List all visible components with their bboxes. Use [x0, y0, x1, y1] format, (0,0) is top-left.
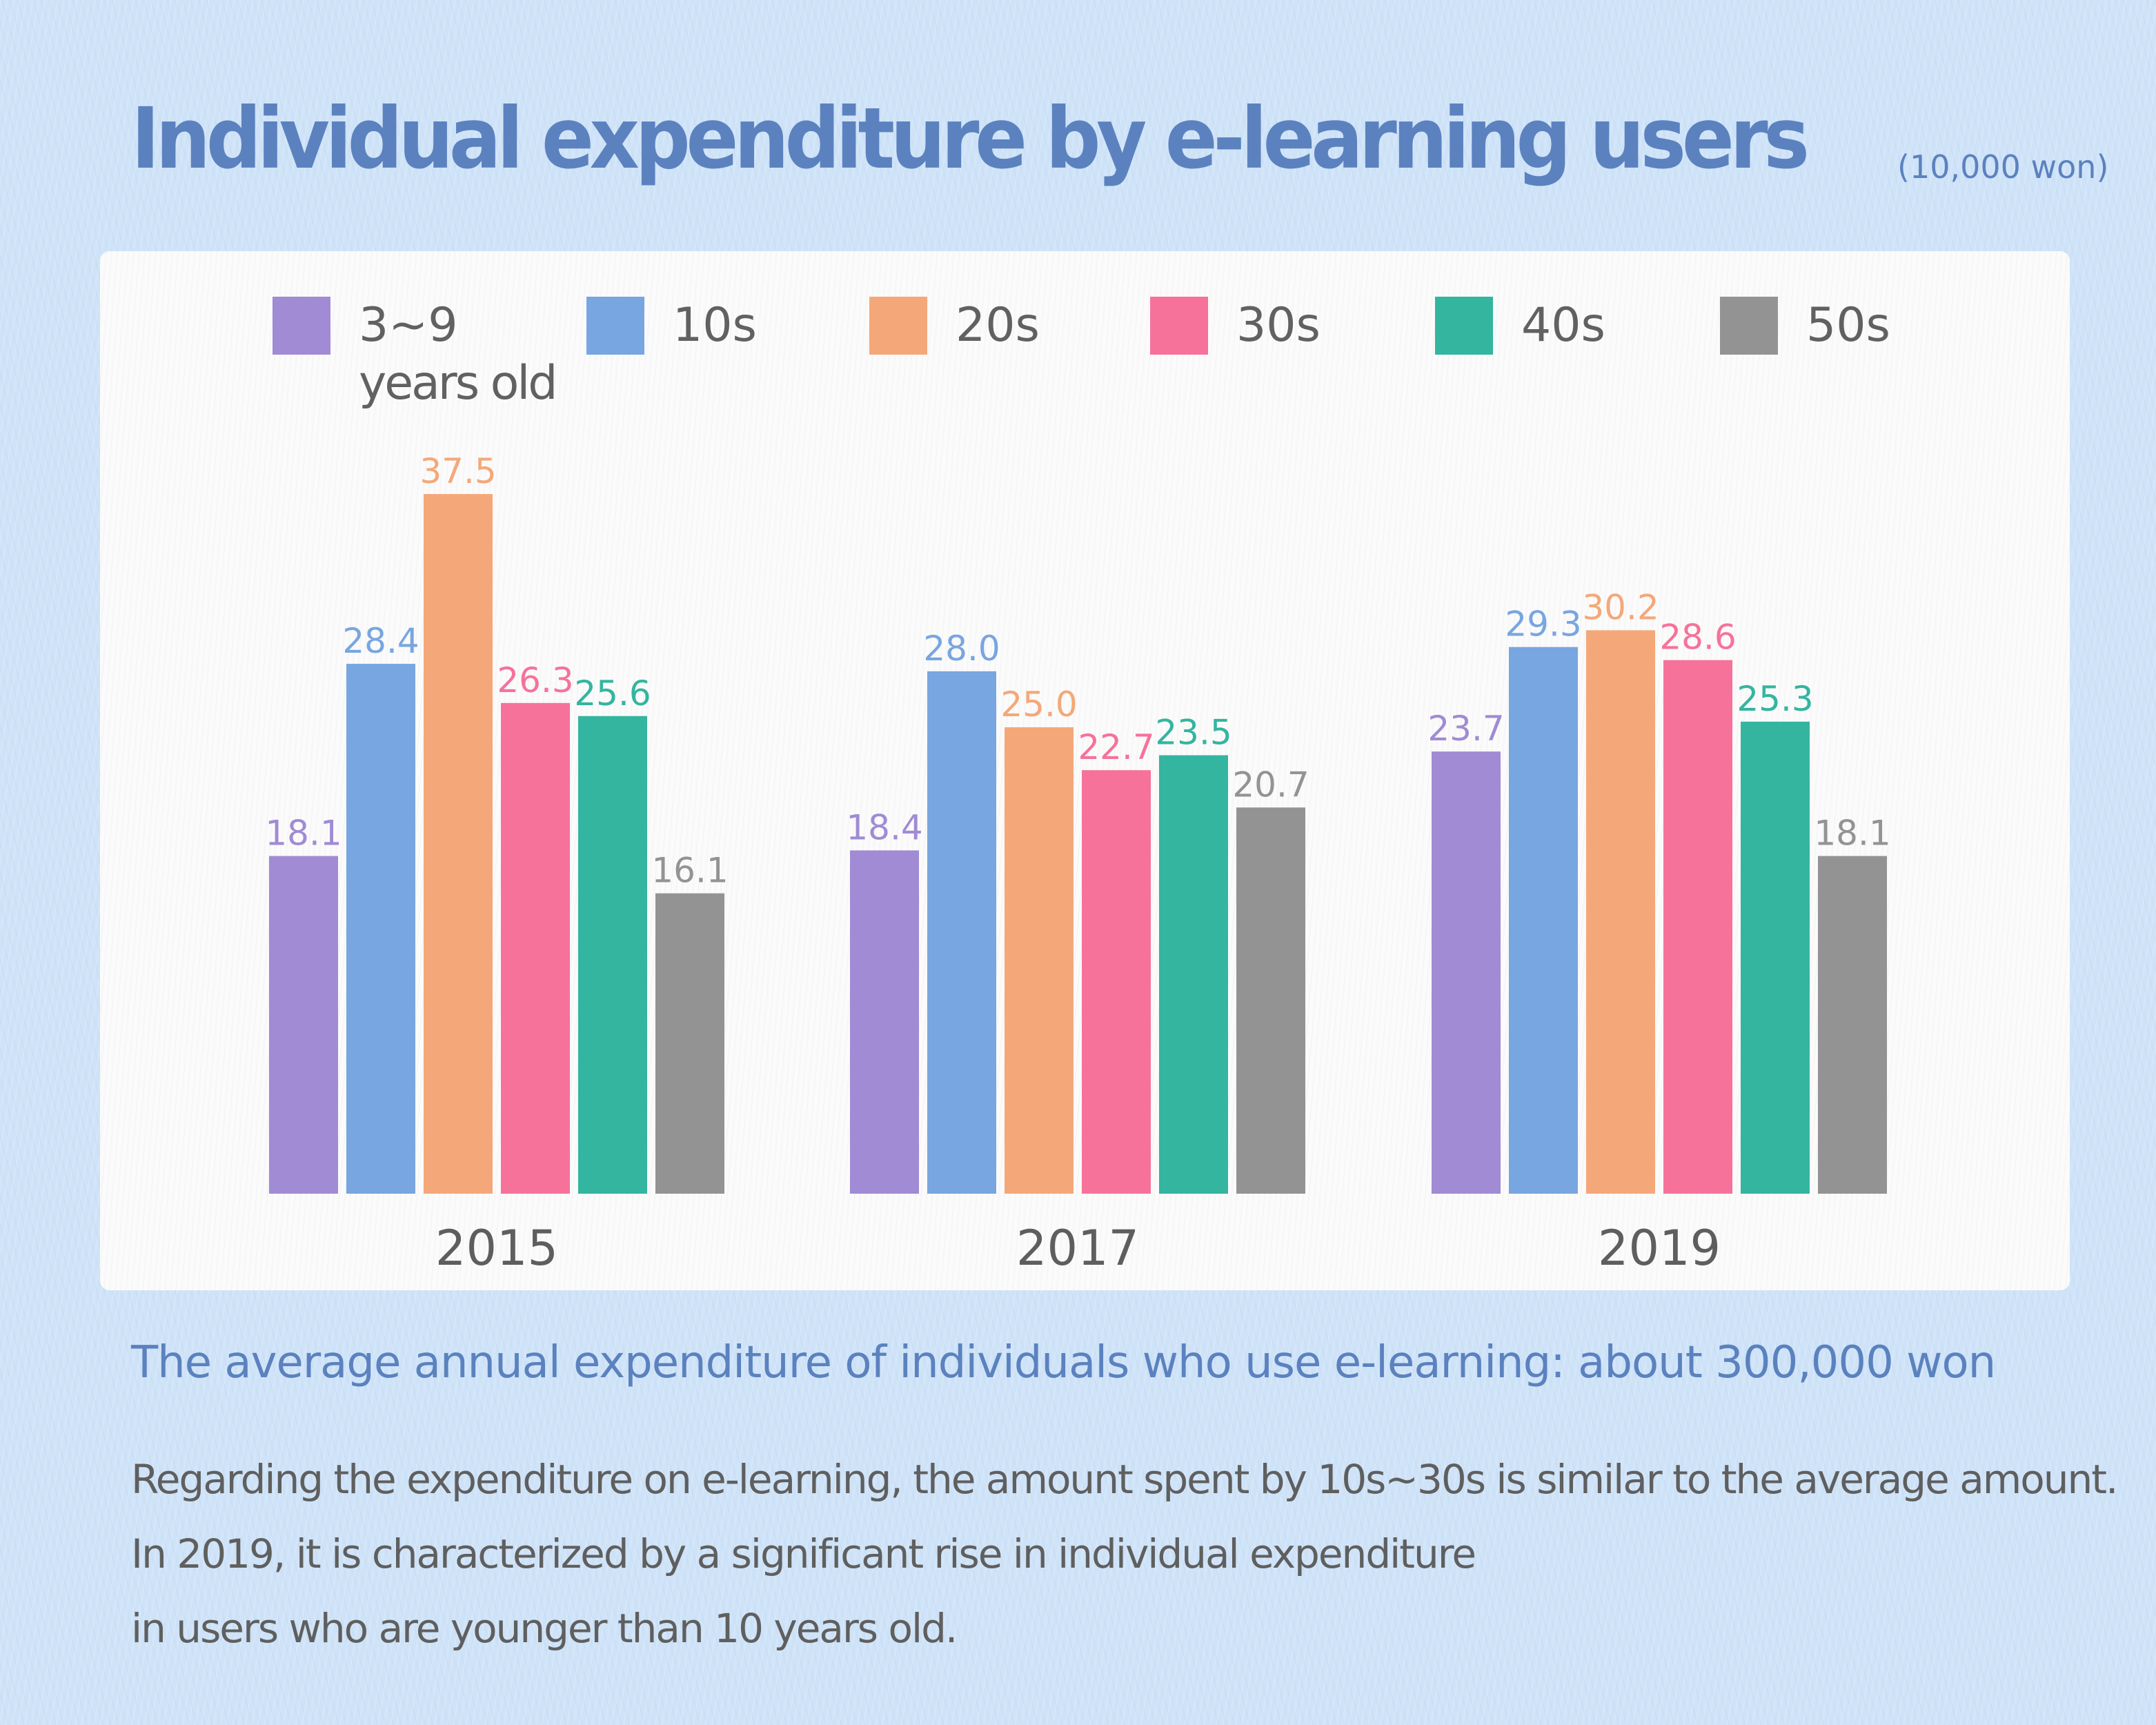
- data-label: 16.1: [651, 851, 728, 891]
- data-label: 18.4: [846, 807, 922, 847]
- bar: [346, 664, 415, 1194]
- legend-swatch: [1150, 297, 1208, 355]
- summary-headline: The average annual expenditure of indivi…: [131, 1337, 1996, 1388]
- chart-title: Individual expenditure by e-learning use…: [131, 90, 1810, 188]
- bar: [1663, 660, 1732, 1194]
- legend-label: 20s: [956, 298, 1040, 353]
- bar: [1586, 630, 1655, 1194]
- data-label: 29.3: [1505, 604, 1581, 644]
- bar-group-2015: 18.1 28.4 37.5 26.3 25.6 16.1: [265, 451, 729, 1194]
- bar: [850, 850, 919, 1194]
- title-container: Individual expenditure by e-learning use…: [131, 90, 1951, 188]
- x-tick-label: 2019: [1598, 1220, 1721, 1276]
- data-label: 37.5: [419, 451, 496, 491]
- bar: [1159, 755, 1228, 1194]
- legend-label: 40s: [1521, 298, 1605, 353]
- data-label: 25.3: [1737, 679, 1813, 719]
- bar-group-2017: 18.4 28.025.022.7 23.520.7: [846, 629, 1309, 1194]
- description-line: In 2019, it is characterized by a signif…: [131, 1530, 1476, 1577]
- data-label: 25.6: [574, 673, 651, 713]
- bar: [424, 494, 493, 1194]
- data-label: 28.4: [342, 621, 419, 661]
- unit-note: (10,000 won): [1897, 148, 2109, 186]
- bar: [269, 856, 338, 1194]
- bar: [1818, 856, 1887, 1194]
- legend-swatch: [869, 297, 927, 355]
- legend-swatch: [1435, 297, 1493, 355]
- data-label: 18.1: [1814, 814, 1890, 854]
- bar: [1509, 647, 1578, 1194]
- bar: [1236, 807, 1305, 1194]
- data-label: 26.3: [497, 660, 573, 700]
- bar: [927, 671, 996, 1194]
- data-label: 23.5: [1155, 713, 1232, 753]
- x-tick-label: 2017: [1016, 1220, 1139, 1276]
- bar: [1741, 721, 1810, 1194]
- legend-swatch: [586, 297, 644, 355]
- description-text: Regarding the expenditure on e-learning,…: [131, 1442, 2118, 1666]
- data-label: 25.0: [1000, 684, 1077, 724]
- legend-label: 30s: [1236, 298, 1321, 353]
- bar: [655, 893, 724, 1194]
- bar: [578, 716, 647, 1194]
- data-label: 22.7: [1078, 727, 1154, 767]
- data-label: 28.0: [923, 629, 1000, 669]
- data-label: 28.6: [1659, 618, 1736, 658]
- legend-swatch: [1720, 297, 1778, 355]
- bar: [1082, 770, 1151, 1194]
- bar: [501, 702, 570, 1194]
- legend-label: 3~9: [359, 298, 458, 353]
- data-label: 23.7: [1427, 709, 1504, 749]
- legend-swatch: [273, 297, 330, 355]
- legend-label: 50s: [1806, 298, 1890, 353]
- data-label: 18.1: [265, 814, 342, 854]
- data-label: 20.7: [1232, 765, 1309, 805]
- description-line: in users who are younger than 10 years o…: [131, 1605, 958, 1652]
- legend-sublabel: years old: [359, 356, 557, 411]
- x-tick-label: 2015: [435, 1220, 558, 1276]
- bar-group-2019: 23.7 29.3 30.228.625.3 18.1: [1427, 587, 1891, 1194]
- bar: [1432, 751, 1501, 1194]
- legend-label: 10s: [673, 298, 757, 353]
- bar: [1005, 727, 1074, 1194]
- data-label: 30.2: [1582, 587, 1659, 627]
- description-line: Regarding the expenditure on e-learning,…: [131, 1456, 2118, 1503]
